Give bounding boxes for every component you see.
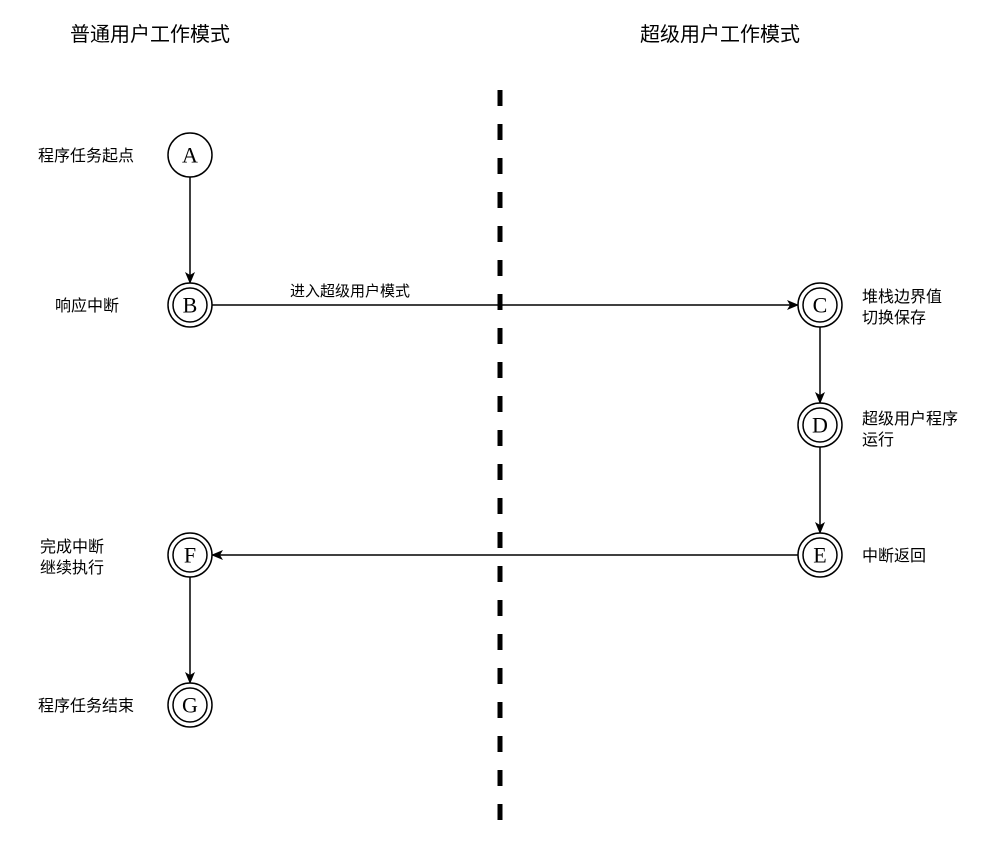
node-label-F: 完成中断继续执行 bbox=[40, 538, 104, 580]
node-label-C: 堆栈边界值切换保存 bbox=[862, 288, 942, 330]
node-label-A: 程序任务起点 bbox=[38, 147, 134, 168]
node-C: C bbox=[798, 283, 842, 327]
node-letter-A: A bbox=[182, 143, 198, 168]
edge-label-B-C: 进入超级用户模式 bbox=[290, 280, 410, 301]
node-letter-F: F bbox=[184, 543, 196, 568]
flowchart-diagram: 普通用户工作模式 超级用户工作模式 ABCDEFG 进入超级用户模式程序任务起点… bbox=[0, 0, 1000, 857]
node-label-E: 中断返回 bbox=[862, 547, 926, 568]
node-label-D: 超级用户程序运行 bbox=[862, 410, 958, 452]
node-F: F bbox=[168, 533, 212, 577]
node-G: G bbox=[168, 683, 212, 727]
node-E: E bbox=[798, 533, 842, 577]
node-A: A bbox=[168, 133, 212, 177]
node-label-B: 响应中断 bbox=[55, 297, 119, 318]
diagram-svg: A B C D E F G bbox=[0, 0, 1000, 857]
node-letter-C: C bbox=[813, 293, 828, 318]
node-label-G: 程序任务结束 bbox=[38, 697, 134, 718]
node-letter-D: D bbox=[812, 413, 828, 438]
node-D: D bbox=[798, 403, 842, 447]
node-letter-E: E bbox=[813, 543, 826, 568]
node-letter-B: B bbox=[183, 293, 198, 318]
node-B: B bbox=[168, 283, 212, 327]
node-letter-G: G bbox=[182, 693, 198, 718]
